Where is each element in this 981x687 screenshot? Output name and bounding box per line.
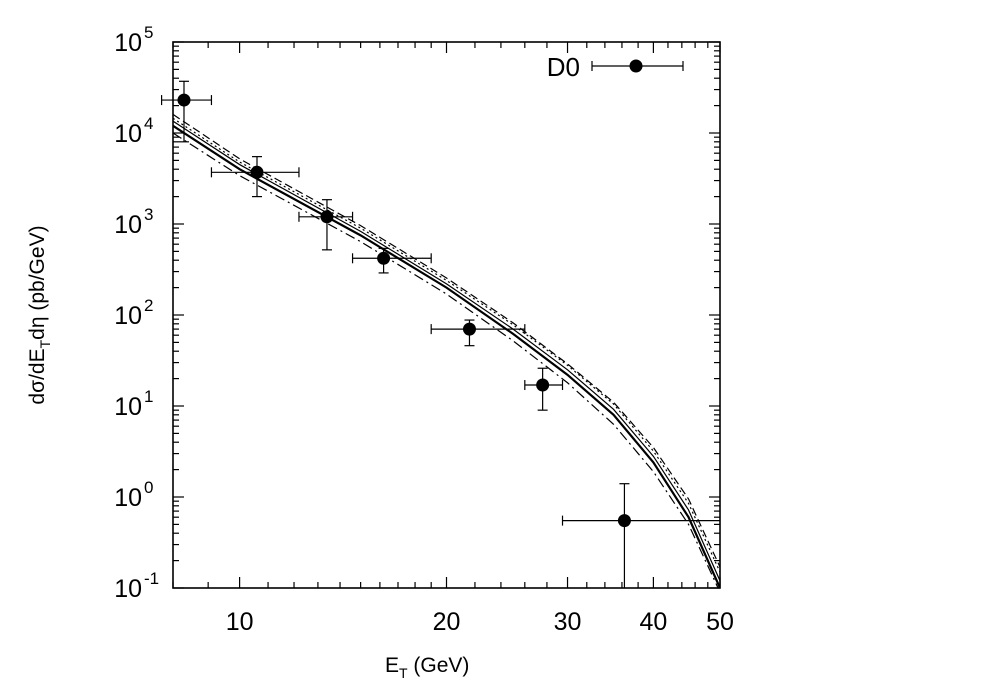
x-tick-label: 50 <box>706 608 734 636</box>
y-tick-label: 10 <box>114 120 142 148</box>
x-tick-label: 10 <box>226 608 254 636</box>
y-tick-label: 10 <box>114 211 142 239</box>
theory-curve-1-solid <box>173 124 720 588</box>
y-axis-label: dσ/dETdη (pb/GeV) <box>26 225 53 404</box>
data-marker <box>320 210 334 224</box>
data-point <box>160 80 213 143</box>
x-tick-label: 30 <box>554 608 582 636</box>
data-point <box>430 319 526 347</box>
theory-curve-3-dotted <box>173 117 720 573</box>
data-point <box>298 199 354 251</box>
x-tick-label: 40 <box>639 608 667 636</box>
y-tick-exponent: 1 <box>144 387 153 406</box>
y-tick-exponent: 3 <box>144 205 153 224</box>
y-tick-label: 10 <box>114 393 142 421</box>
x-tick-label: 20 <box>433 608 461 636</box>
plot-frame <box>172 41 721 589</box>
data-marker <box>177 93 191 107</box>
data-marker <box>536 378 550 392</box>
legend-label-d0: D0 <box>547 52 580 82</box>
data-points <box>160 80 720 588</box>
y-tick-exponent: -1 <box>144 569 159 588</box>
data-marker <box>617 514 631 528</box>
y-tick-label: 10 <box>114 484 142 512</box>
data-marker <box>462 322 476 336</box>
x-tick-labels: 10 20 30 40 50 <box>226 608 734 636</box>
axis-ticks <box>172 41 721 589</box>
data-point <box>561 483 720 588</box>
y-tick-label: 10 <box>114 29 142 57</box>
data-marker <box>250 165 264 179</box>
legend-marker-d0 <box>591 59 684 73</box>
x-axis-label: ET (GeV) <box>385 654 469 681</box>
y-tick-exponent: 5 <box>144 23 153 42</box>
y-tick-exponent: 4 <box>144 114 153 133</box>
data-point <box>351 247 432 274</box>
legend: D0 <box>547 52 684 82</box>
data-marker <box>377 251 391 265</box>
data-point <box>524 367 564 411</box>
y-tick-exponent: 0 <box>144 478 153 497</box>
theory-curves <box>173 113 720 588</box>
theory-curve-5-dashdot <box>173 132 719 588</box>
theory-curve-2-solid <box>173 120 720 582</box>
y-tick-label: 10 <box>114 575 142 603</box>
y-tick-label: 10 <box>114 302 142 330</box>
data-point <box>210 156 300 198</box>
theory-curve-4-dashed <box>173 113 720 568</box>
y-tick-exponent: 2 <box>144 296 153 315</box>
